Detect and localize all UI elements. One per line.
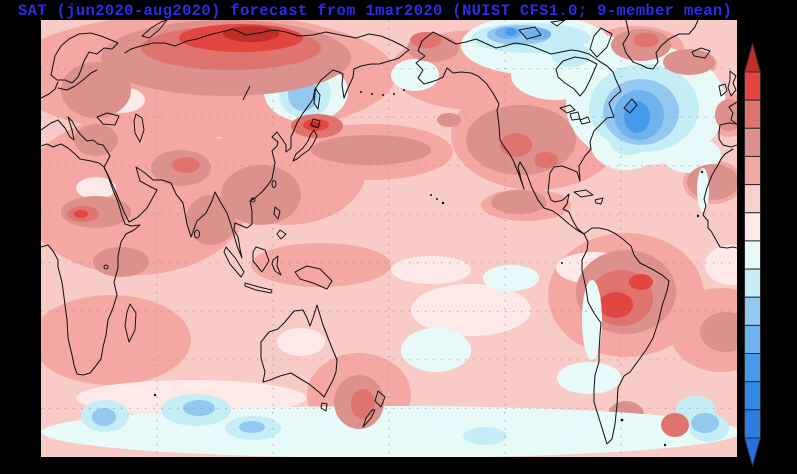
colorbar-cell-2 [745,128,761,156]
colorbar-cell-1 [745,100,761,128]
s-atl-warm-spot [661,413,689,437]
colorbar-arrow-top [745,43,761,72]
bc-coast-warm-spot [437,113,461,127]
colorbar-cell-3 [745,156,761,184]
colorbar-cell-9 [745,325,761,353]
south-pacific-cold-patch [401,328,471,372]
so-cold-core-2 [239,421,265,433]
east-pacific-cold-patch [483,265,539,291]
colorbar-cell-12 [745,410,761,438]
pacific-pale-2 [391,256,471,284]
w-africa-warm-red [687,164,737,200]
central-africa-warm [93,247,149,277]
so-cold-blob-4 [463,427,507,445]
southern-ocean-cold-band [41,406,737,457]
galapagos [561,262,563,264]
baffin-cold-blob [551,43,591,67]
aleutians-5 [403,89,405,91]
grads-figure: SAT (jun2020-aug2020) forecast from 1mar… [0,0,797,474]
forecast-map [41,20,737,457]
colorbar-cell-5 [745,213,761,241]
hawaii-3 [442,202,444,204]
colorbar-cell-11 [745,382,761,410]
central-pacific-pale [411,284,531,336]
amazon-ne-warm-core [629,274,653,290]
colorbar-cell-6 [745,241,761,269]
anomaly-map-svg [41,20,737,457]
cape-verde [697,215,699,217]
aleutians-1 [360,91,362,93]
iran-warm-core [172,157,200,173]
us-warm-core-1 [500,133,532,157]
aleutians-3 [382,94,384,96]
west-australia-pale [277,328,325,356]
colorbar-cell-0 [745,72,761,100]
north-atlantic-cold-deep [624,101,650,133]
colorbar-cell-7 [745,269,761,297]
chart-title: SAT (jun2020-aug2020) forecast from 1mar… [18,2,732,20]
colorbar-cell-8 [745,297,761,325]
w-africa-coast-cold-strip [697,168,709,212]
colorbar-cell-4 [745,185,761,213]
hawaii-1 [430,194,432,196]
s-atl-cold-core [691,413,719,433]
hawaii-2 [436,198,438,200]
amazon-warm-deep [599,292,633,318]
canary-islands [701,171,703,173]
aleutians-4 [393,93,395,95]
bering-cold-patch [391,59,439,91]
nz-warm-core [351,389,375,419]
se-pacific-cold-patch [557,362,621,394]
kerguelen [154,394,156,396]
arctic-cold-deep [505,28,517,36]
aleutians-2 [371,93,373,95]
ne-iceland-warm-core [663,49,715,75]
europe-warm-spot [74,124,118,156]
colorbar-cell-10 [745,354,761,382]
colorbar [742,40,763,470]
mexico-warm-core [491,190,547,214]
falklands [621,419,624,422]
nw-pacific-warm-core [311,135,431,165]
greenland-warm-dot [633,33,659,47]
colorbar-arrow-bottom [745,438,761,466]
south-georgia [664,444,666,446]
china-warm [221,165,301,225]
so-cold-core-3 [92,408,116,426]
